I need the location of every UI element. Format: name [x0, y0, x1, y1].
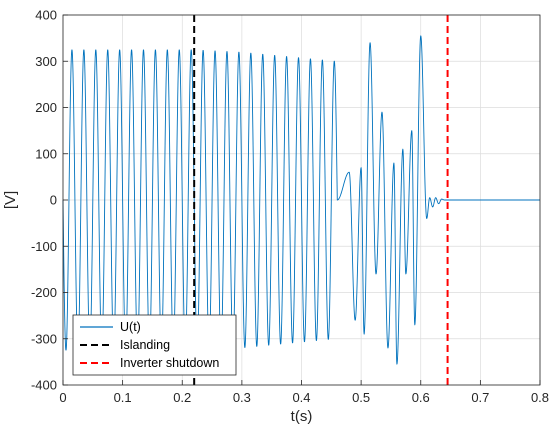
legend-label-u: U(t)	[120, 320, 141, 334]
y-tick-label: 0	[50, 193, 57, 208]
y-tick-label: -400	[31, 378, 57, 393]
y-tick-label: 100	[35, 146, 57, 161]
x-tick-label: 0.6	[412, 390, 430, 405]
y-tick-label: 300	[35, 54, 57, 69]
x-tick-label: 0.4	[292, 390, 310, 405]
tick-marks	[62, 14, 541, 386]
x-tick-label: 0.2	[173, 390, 191, 405]
x-tick-label: 0.7	[471, 390, 489, 405]
x-tick-label: 0.5	[352, 390, 370, 405]
y-tick-label: -300	[31, 331, 57, 346]
y-tick-label: -200	[31, 285, 57, 300]
y-tick-labels: 400 300 200 100 0 -100 -200 -300 -400	[31, 8, 57, 393]
y-tick-label: 200	[35, 100, 57, 115]
x-axis-label: t(s)	[291, 408, 313, 425]
y-axis-label: [V]	[2, 191, 19, 209]
x-tick-label: 0.1	[114, 390, 132, 405]
legend-label-islanding: Islanding	[120, 338, 170, 352]
legend: U(t) Islanding Inverter shutdown	[72, 314, 237, 376]
x-tick-label: 0.3	[233, 390, 251, 405]
legend-box	[72, 314, 237, 376]
legend-label-shutdown: Inverter shutdown	[120, 356, 219, 370]
y-tick-label: 400	[35, 8, 57, 23]
x-tick-labels: 0 0.1 0.2 0.3 0.4 0.5 0.6 0.7 0.8	[59, 390, 549, 405]
y-tick-label: -100	[31, 239, 57, 254]
x-tick-label: 0	[59, 390, 66, 405]
x-tick-label: 0.8	[531, 390, 549, 405]
